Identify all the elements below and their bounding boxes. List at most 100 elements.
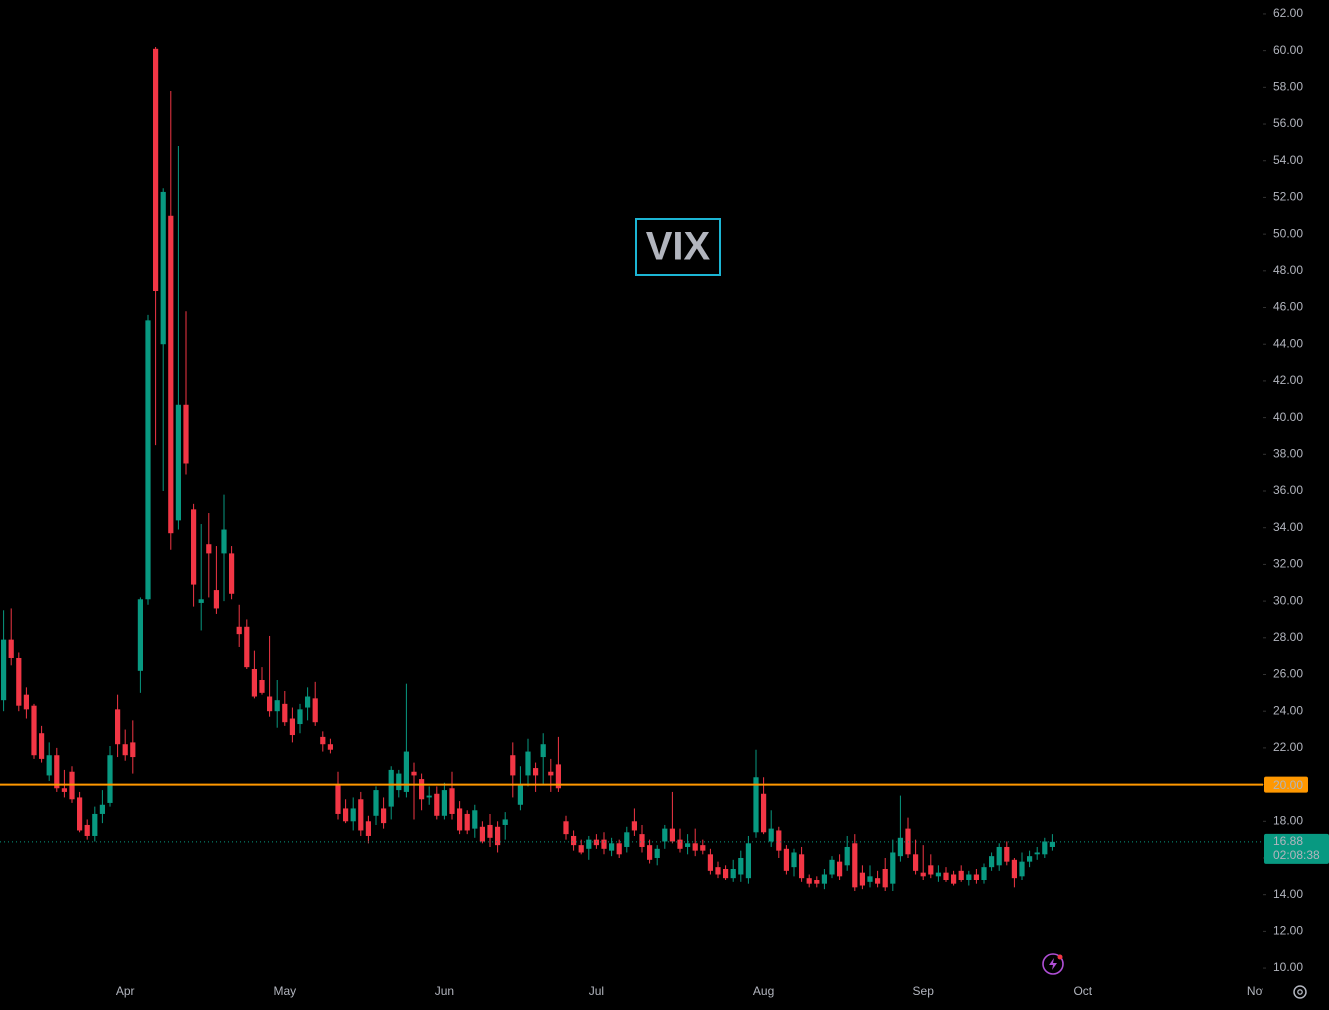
candle-body [39, 733, 45, 759]
candle-body [951, 874, 957, 884]
candle-body [77, 797, 83, 831]
settings-icon[interactable] [1293, 985, 1307, 999]
x-tick-label: Jul [589, 984, 604, 998]
candle-body [365, 821, 371, 836]
y-tick-label: 42.00 [1273, 373, 1303, 387]
candle-body [609, 843, 615, 851]
candle-body [335, 784, 341, 814]
y-tick-label: 22.00 [1273, 740, 1303, 754]
candle-body [571, 835, 577, 846]
alert-icon[interactable] [1042, 953, 1064, 975]
candle-body [685, 843, 691, 847]
candle-body [213, 590, 219, 609]
settings-ring [1293, 985, 1307, 999]
candle-body [799, 854, 805, 879]
candle-body [897, 837, 903, 857]
y-tick-label: 52.00 [1273, 190, 1303, 204]
candle-body [768, 828, 774, 842]
candle-body [236, 626, 242, 635]
candle-body [791, 852, 797, 868]
y-tick-label: 40.00 [1273, 410, 1303, 424]
level-badge [1264, 776, 1308, 793]
candle-body [251, 668, 257, 697]
x-tick-label: Jun [435, 984, 454, 998]
candle-body [669, 828, 675, 842]
candle-body [624, 832, 630, 847]
candle-body [730, 868, 736, 879]
countdown-label: 02:08:38 [1273, 848, 1320, 862]
x-axis: Apr May Jun Jul Aug Sep Oct Nov [116, 984, 1268, 998]
candle-body [221, 529, 227, 554]
candle-body [403, 751, 409, 792]
candle-body [381, 808, 387, 824]
candle-body [989, 856, 995, 868]
candle-body [305, 696, 311, 708]
candle-body [707, 854, 713, 871]
candle-body [396, 773, 402, 791]
x-tick-label: Aug [753, 984, 774, 998]
candle-body [426, 795, 432, 798]
candle-body [153, 48, 159, 292]
candle-body [631, 821, 637, 831]
alert-dot [1057, 954, 1063, 960]
x-tick-label: May [273, 984, 296, 998]
candle-body [647, 845, 653, 860]
candle-body [966, 874, 972, 880]
candle-body [973, 874, 979, 880]
candle-body [616, 843, 622, 855]
x-tick-label: Sep [913, 984, 935, 998]
candle-body [343, 808, 349, 822]
candle-body [662, 828, 668, 842]
candle-body [533, 768, 539, 776]
candle-body [935, 872, 941, 877]
candle-body [517, 784, 523, 805]
candle-body [548, 771, 554, 776]
candle-body [723, 868, 729, 879]
candle-body [761, 793, 767, 833]
candle-body [502, 819, 508, 825]
candle-body [1049, 841, 1055, 847]
x-tick-label: Apr [116, 984, 135, 998]
candle-body [510, 755, 516, 776]
y-tick-label: 18.00 [1273, 813, 1303, 827]
candle-body [160, 191, 166, 345]
candle-body [586, 839, 592, 849]
candle-body [540, 744, 546, 758]
y-tick-label: 62.00 [1273, 6, 1303, 20]
candle-body [753, 777, 759, 833]
chart-title: VIX [646, 225, 711, 269]
candle-body [297, 709, 303, 725]
candle-body [289, 718, 295, 736]
candle-body [958, 870, 964, 880]
candle-body [54, 755, 60, 789]
candle-body [115, 709, 121, 745]
y-tick-label: 36.00 [1273, 483, 1303, 497]
candle-body [16, 657, 22, 706]
candle-body [852, 843, 858, 888]
candle-body [373, 790, 379, 816]
candle-body [145, 320, 151, 600]
candle-body [821, 874, 827, 884]
candle-body [745, 843, 751, 879]
candle-body [479, 826, 485, 842]
candle-body [282, 703, 288, 723]
candle-body [358, 799, 364, 831]
y-tick-label: 32.00 [1273, 557, 1303, 571]
candle-body [320, 736, 326, 745]
y-tick-label: 60.00 [1273, 43, 1303, 57]
candle-body [525, 751, 531, 776]
y-tick-label: 12.00 [1273, 924, 1303, 938]
candle-body [806, 878, 812, 884]
candle-body [495, 826, 501, 846]
y-tick-label: 10.00 [1273, 960, 1303, 974]
candle-body [274, 700, 280, 712]
x-tick-label: Oct [1073, 984, 1092, 998]
candle-body [1042, 841, 1048, 855]
level-label: 20.00 [1273, 778, 1303, 792]
candle-body [913, 854, 919, 871]
candle-body [1011, 859, 1017, 879]
y-tick-label: 56.00 [1273, 116, 1303, 130]
candle-body [829, 859, 835, 875]
